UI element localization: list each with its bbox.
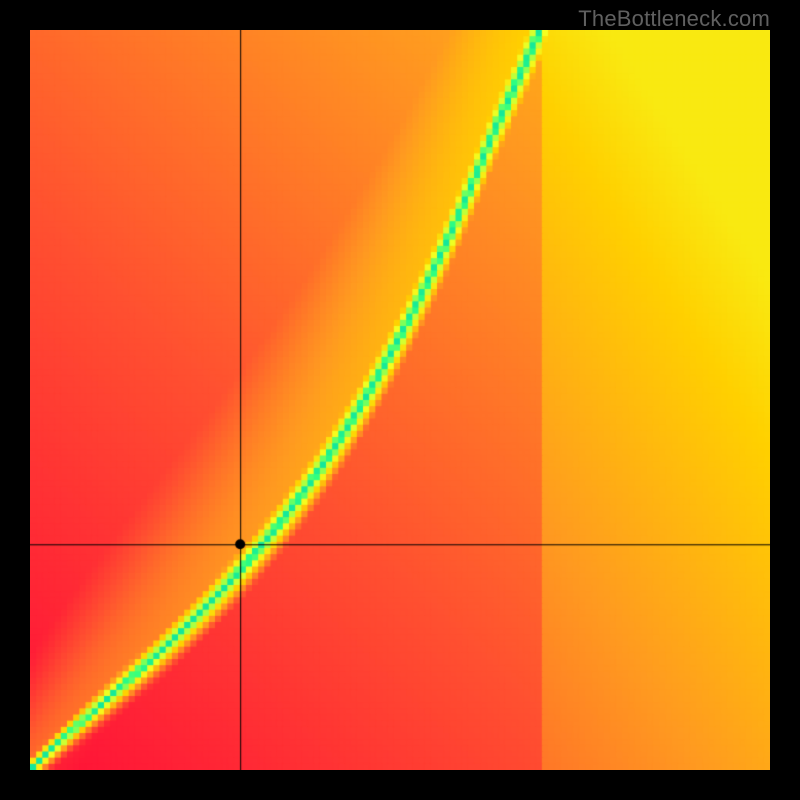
watermark-text: TheBottleneck.com xyxy=(578,6,770,32)
chart-frame: TheBottleneck.com xyxy=(0,0,800,800)
heatmap-canvas xyxy=(30,30,770,770)
